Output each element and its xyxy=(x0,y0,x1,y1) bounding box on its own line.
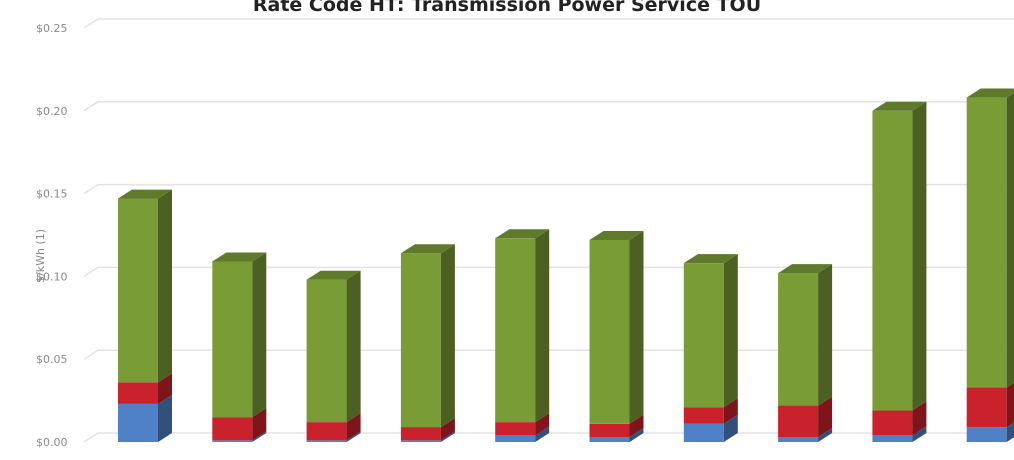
gridline xyxy=(83,18,1014,29)
bar-segment xyxy=(306,440,347,442)
bar-segment-side xyxy=(252,252,267,418)
gridline xyxy=(83,183,1014,195)
bar-segment xyxy=(495,238,536,423)
bars xyxy=(118,88,1014,442)
bar-segment xyxy=(872,110,913,411)
bar-segment-side xyxy=(912,426,927,442)
bar-segment-top xyxy=(778,264,833,274)
bar-segment xyxy=(212,440,253,442)
bar-segment xyxy=(589,239,630,424)
y-tick-label: $0.20 xyxy=(36,105,68,118)
bar-segment xyxy=(966,427,1007,442)
y-tick-label: $0.10 xyxy=(36,270,68,283)
bar-segment-top xyxy=(495,229,550,239)
bar-segment xyxy=(778,405,819,438)
bar-segment-side xyxy=(535,426,550,442)
bar-segment xyxy=(683,423,724,442)
bar-segment-side xyxy=(629,414,644,438)
bar-segment-top xyxy=(212,252,267,262)
bar-segment-side xyxy=(912,101,927,411)
bar-segment-side xyxy=(440,431,455,442)
bar-segment-side xyxy=(346,431,361,442)
bar-segment xyxy=(400,253,441,428)
bar-segment-side xyxy=(535,413,550,436)
bar-segment-top xyxy=(118,189,172,199)
bar-segment-side xyxy=(1006,92,1014,388)
bar-segment-side xyxy=(723,398,738,424)
y-tick-label: $0.15 xyxy=(36,188,68,201)
bar-segment xyxy=(306,422,347,441)
y-axis-title: $/kWh (1) xyxy=(34,229,47,283)
bar-segment xyxy=(118,403,158,442)
bar-segment xyxy=(683,407,724,424)
bar-segment xyxy=(683,263,724,408)
bar-segment-side xyxy=(818,428,833,442)
bar-segment-top xyxy=(872,101,927,111)
y-tick-label: $0.00 xyxy=(36,436,68,449)
bar-segment-side xyxy=(346,270,361,423)
bar-segment-top xyxy=(400,244,455,254)
bar-segment-side xyxy=(1006,422,1014,442)
bar-segment xyxy=(966,97,1007,388)
bar-segment-side xyxy=(252,408,267,441)
y-tick-label: $0.05 xyxy=(36,353,68,366)
bar-segment-side xyxy=(440,418,455,441)
bar-segment xyxy=(872,435,913,442)
bar-segment-side xyxy=(158,189,172,383)
bar-segment xyxy=(589,437,630,442)
bar-segment xyxy=(400,440,441,442)
bar-segment-side xyxy=(723,254,738,408)
bar-segment-side xyxy=(346,413,361,441)
bar-segment xyxy=(118,198,158,383)
bar-segment xyxy=(400,427,441,441)
bar-segment-top xyxy=(589,230,644,240)
bar-segment-side xyxy=(818,264,833,406)
bar-segment-side xyxy=(158,373,172,404)
bar-segment-side xyxy=(723,414,738,442)
bar-segment-top xyxy=(966,88,1014,98)
y-axis: $0.00 $0.05 $0.10 $0.15 $0.20 $0.25 xyxy=(36,22,68,449)
bar-segment xyxy=(778,437,819,442)
bar-segment-side xyxy=(440,244,455,428)
bar-segment xyxy=(966,387,1007,428)
bar-segment xyxy=(589,423,630,438)
bar-segment xyxy=(212,261,253,418)
bar-segment-side xyxy=(158,394,172,442)
bar-segment-side xyxy=(818,396,833,438)
bar-segment-side xyxy=(1006,382,1014,428)
bar-segment-side xyxy=(535,229,550,423)
bar-segment xyxy=(118,382,158,404)
bar-segment xyxy=(495,435,536,442)
bar-segment xyxy=(495,422,536,436)
bar-segment-side xyxy=(629,428,644,442)
bar-segment xyxy=(872,410,913,436)
bar-segment xyxy=(778,273,819,406)
bar-segment-top xyxy=(306,270,361,280)
y-tick-label: $0.25 xyxy=(36,22,68,35)
bar-segment xyxy=(306,279,347,423)
bar-segment-top xyxy=(683,254,738,264)
bar-segment-side xyxy=(912,401,927,436)
gridline xyxy=(83,101,1014,112)
bar-segment-side xyxy=(629,230,644,424)
bar-segment xyxy=(212,417,253,441)
chart-title: Rate Code HT: Transmission Power Service… xyxy=(252,0,762,16)
bar-segment-side xyxy=(252,431,267,442)
